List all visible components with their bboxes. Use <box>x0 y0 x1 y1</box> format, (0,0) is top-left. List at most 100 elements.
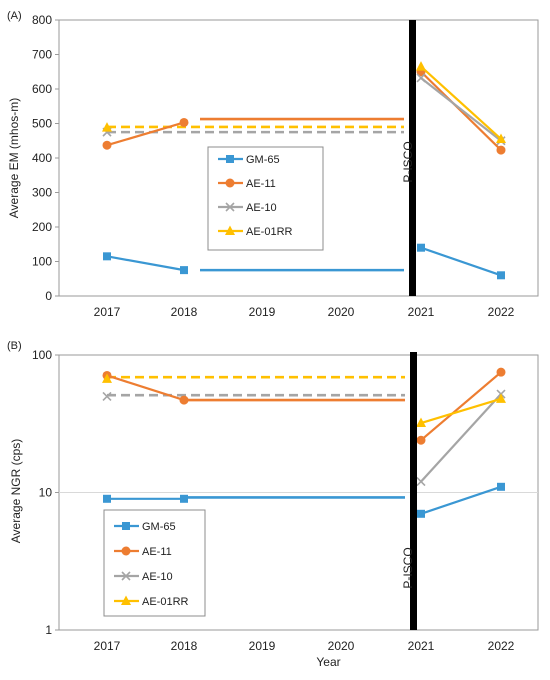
x-tick-label: 2018 <box>171 639 198 653</box>
marker-stroke <box>102 391 112 401</box>
y-tick-label: 0 <box>45 289 52 303</box>
legend-swatch-marker <box>225 178 235 188</box>
legend-swatch-marker <box>122 522 130 530</box>
legend-swatch-marker <box>121 571 131 581</box>
series-line <box>420 485 502 515</box>
series-line <box>420 393 502 483</box>
y-axis-label: Average EM (mhos-m) <box>7 98 21 218</box>
legend: GM-65 AE-11 AE-10 AE-01RR <box>207 146 324 251</box>
legend-item: AE-01RR <box>218 225 293 238</box>
series-line <box>420 246 502 277</box>
data-point <box>416 477 426 487</box>
legend-box <box>103 509 206 617</box>
data-point <box>180 266 188 275</box>
data-point <box>102 140 112 150</box>
data-point <box>102 373 112 383</box>
data-point <box>103 494 111 503</box>
data-point <box>416 73 426 83</box>
data-point <box>496 133 506 144</box>
legend: GM-65 AE-11 AE-10 AE-01RR <box>103 509 206 617</box>
series-line <box>420 70 502 151</box>
legend-item: AE-10 <box>114 571 173 583</box>
annotation-label: P-ISCO <box>401 141 415 182</box>
y-tick-label: 100 <box>32 348 52 362</box>
legend-item: AE-10 <box>218 202 277 214</box>
data-point <box>416 417 426 428</box>
legend-swatch-marker <box>121 595 131 605</box>
y-axis-label: Average NGR (cps) <box>9 439 23 543</box>
data-point <box>496 145 506 155</box>
x-tick-label: 2022 <box>488 639 515 653</box>
panel-label: (B) <box>7 340 22 352</box>
data-point <box>103 252 111 261</box>
marker-stroke <box>416 73 426 83</box>
data-point <box>497 482 505 491</box>
series-line <box>420 65 502 140</box>
legend-label: AE-01RR <box>246 226 293 238</box>
legend-swatch-marker <box>225 225 235 235</box>
legend-item: GM-65 <box>114 521 176 533</box>
x-tick-label: 2017 <box>94 305 121 319</box>
data-point <box>496 393 506 403</box>
y-tick-label: 1 <box>45 623 52 637</box>
y-tick-label: 700 <box>32 48 52 62</box>
legend-label: AE-10 <box>246 202 277 214</box>
legend-label: GM-65 <box>142 521 176 533</box>
y-tick-label: 100 <box>32 255 52 269</box>
chart-panel-a: 0 100 200 300 400 500 600 700 800 2017 2018 2019 202… <box>7 10 539 319</box>
y-tick-label: 500 <box>32 117 52 131</box>
data-point <box>417 243 425 252</box>
series-line <box>106 121 185 147</box>
legend-label: AE-10 <box>142 571 173 583</box>
chart-panel-b: 1 10 100 2017 2018 2019 2020 2021 2022 Average NG… <box>7 340 539 669</box>
treatment-marker-bar <box>410 352 417 630</box>
x-tick-label: 2019 <box>249 639 276 653</box>
marker-stroke <box>225 202 235 212</box>
data-point <box>179 395 189 405</box>
y-tick-label: 10 <box>39 486 53 500</box>
x-tick-label: 2018 <box>171 305 198 319</box>
legend-item: AE-11 <box>218 178 276 190</box>
x-tick-label: 2020 <box>328 305 355 319</box>
x-tick-label: 2021 <box>408 639 435 653</box>
legend-item: AE-01RR <box>114 595 189 608</box>
series-line <box>106 255 185 272</box>
series-line <box>420 77 502 142</box>
legend-label: GM-65 <box>246 154 280 166</box>
legend-label: AE-11 <box>246 178 276 190</box>
legend-label: AE-11 <box>142 546 172 558</box>
series-line <box>420 371 502 442</box>
annotation-label: P-ISCO <box>401 547 415 588</box>
series-line <box>106 374 185 402</box>
legend-label: AE-01RR <box>142 596 189 608</box>
data-point <box>180 494 188 503</box>
treatment-marker-bar <box>409 20 416 296</box>
data-point <box>179 117 189 127</box>
legend-swatch-marker <box>121 546 131 556</box>
marker-stroke <box>121 571 131 581</box>
data-point <box>102 122 112 132</box>
marker-stroke <box>416 477 426 487</box>
x-tick-label: 2021 <box>408 305 435 319</box>
x-tick-label: 2017 <box>94 639 121 653</box>
y-tick-label: 200 <box>32 220 52 234</box>
x-tick-label: 2020 <box>328 639 355 653</box>
data-point <box>102 391 112 401</box>
data-point <box>496 367 506 377</box>
x-tick-label: 2022 <box>488 305 515 319</box>
series-line <box>420 397 502 425</box>
data-point <box>417 509 425 518</box>
data-point <box>497 271 505 280</box>
y-tick-label: 400 <box>32 151 52 165</box>
y-tick-label: 300 <box>32 186 52 200</box>
data-point <box>416 435 426 445</box>
y-tick-label: 600 <box>32 82 52 96</box>
legend-swatch-marker <box>225 202 235 212</box>
panel-label: (A) <box>7 10 22 22</box>
y-tick-label: 800 <box>32 13 52 27</box>
x-axis-label: Year <box>316 655 340 669</box>
legend-item: GM-65 <box>218 154 280 166</box>
legend-item: AE-11 <box>114 546 172 558</box>
x-tick-label: 2019 <box>249 305 276 319</box>
